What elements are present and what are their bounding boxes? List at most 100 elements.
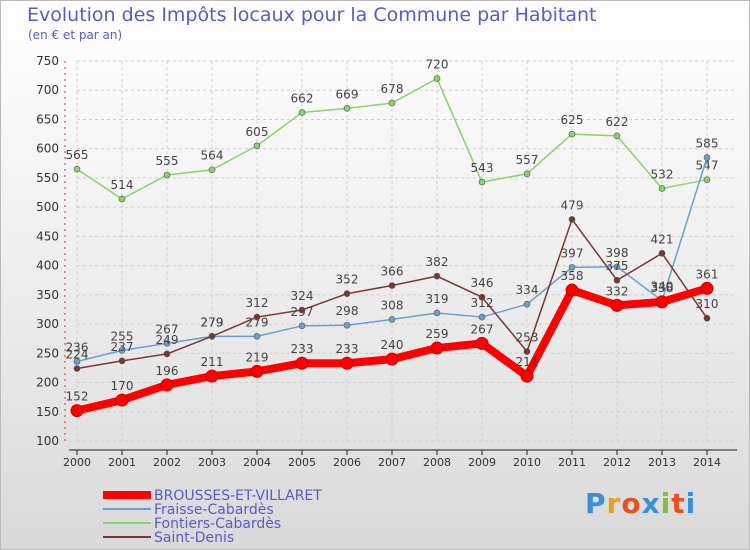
point-saint-denis-2006: [343, 290, 351, 297]
logo-letter: o: [621, 487, 642, 520]
y-tick-label-100: 100: [36, 434, 59, 448]
point-fontiers-cabard-s-2014: [703, 176, 711, 183]
point-fontiers-cabard-s-2006: [343, 105, 351, 112]
data-label-saint-denis-2005: 324: [291, 289, 314, 303]
point-saint-denis-2014: [703, 314, 711, 322]
data-label-brousses-et-villaret-2011: 358: [561, 269, 584, 283]
data-label-brousses-et-villaret-2012: 332: [606, 284, 629, 298]
point-fraisse-cabard-s-2005: [298, 322, 306, 330]
y-tick-label-150: 150: [36, 405, 59, 419]
y-tick-label-400: 400: [36, 259, 59, 273]
point-brousses-et-villaret-2000: [70, 404, 84, 418]
data-label-fraisse-cabard-s-2009: 312: [471, 296, 494, 310]
point-saint-denis-2007: [388, 282, 396, 289]
point-saint-denis-2003: [208, 333, 216, 340]
data-label-saint-denis-2010: 253: [516, 331, 539, 345]
data-label-saint-denis-2014: 310: [696, 297, 719, 311]
data-label-brousses-et-villaret-2001: 170: [111, 379, 134, 393]
legend-label-brousses-et-villaret: BROUSSES-ET-VILLARET: [154, 488, 322, 504]
legend-label-fontiers-cabard-s: Fontiers-Cabardès: [154, 516, 281, 532]
point-fontiers-cabard-s-2010: [523, 170, 531, 178]
data-label-saint-denis-2002: 249: [156, 333, 179, 347]
point-fraisse-cabard-s-2014: [703, 154, 711, 161]
series-fontiers-cabard-s: 565 514 555 564 605 662 669 678 720 543 557 625 622 5…: [66, 58, 719, 203]
logo-letter: r: [606, 487, 622, 520]
data-label-saint-denis-2006: 352: [336, 273, 359, 287]
point-saint-denis-2001: [118, 357, 126, 365]
data-label-saint-denis-2013: 421: [651, 232, 674, 246]
point-fraisse-cabard-s-2000: [73, 358, 81, 365]
data-label-saint-denis-2000: 224: [66, 348, 89, 362]
data-label-fontiers-cabard-s-2011: 625: [561, 113, 584, 127]
data-label-brousses-et-villaret-2006: 233: [336, 342, 359, 356]
data-label-fontiers-cabard-s-2003: 564: [201, 149, 224, 163]
data-label-brousses-et-villaret-2014: 361: [696, 267, 719, 281]
x-tick-label-2001: 2001: [108, 456, 136, 469]
x-tick-label-2002: 2002: [153, 456, 181, 469]
x-tick-label-2006: 2006: [333, 456, 361, 469]
data-label-fraisse-cabard-s-2010: 334: [516, 283, 539, 297]
data-label-saint-denis-2008: 382: [426, 255, 449, 269]
point-saint-denis-2013: [658, 250, 666, 257]
data-label-fraisse-cabard-s-2000: 236: [66, 340, 89, 354]
data-label-fontiers-cabard-s-2014: 547: [696, 159, 719, 173]
point-saint-denis-2011: [568, 216, 576, 223]
x-tick-label-2009: 2009: [468, 456, 496, 469]
point-brousses-et-villaret-2014: [700, 281, 714, 295]
data-label-brousses-et-villaret-2010: 211: [516, 355, 539, 369]
data-label-fontiers-cabard-s-2004: 605: [246, 125, 269, 139]
x-tick-label-2014: 2014: [693, 456, 721, 469]
point-brousses-et-villaret-2008: [430, 341, 444, 355]
x-tick-label-2003: 2003: [198, 456, 226, 469]
point-saint-denis-2010: [523, 348, 531, 355]
data-label-fontiers-cabard-s-2010: 557: [516, 153, 539, 167]
point-brousses-et-villaret-2013: [655, 295, 669, 309]
logo-letter: P: [585, 487, 607, 520]
data-label-fraisse-cabard-s-2003: 279: [201, 315, 224, 329]
point-fontiers-cabard-s-2004: [253, 142, 261, 150]
y-tick-label-650: 650: [36, 112, 59, 126]
data-label-fraisse-cabard-s-2008: 319: [426, 292, 449, 306]
x-tick-label-2004: 2004: [243, 456, 271, 469]
point-fraisse-cabard-s-2007: [388, 316, 396, 323]
data-label-fontiers-cabard-s-2006: 669: [336, 87, 359, 101]
data-label-brousses-et-villaret-2000: 152: [66, 390, 89, 404]
data-label-brousses-et-villaret-2013: 338: [651, 281, 674, 295]
point-fontiers-cabard-s-2003: [208, 166, 216, 174]
series-fraisse-cabard-s: 2362552672792792972983083193123343973983…: [66, 136, 718, 365]
data-label-fontiers-cabard-s-2007: 678: [381, 82, 404, 96]
data-label-brousses-et-villaret-2008: 259: [426, 327, 449, 341]
x-tick-label-2011: 2011: [558, 456, 586, 469]
data-label-saint-denis-2012: 375: [606, 259, 629, 273]
x-tick-label-2013: 2013: [648, 456, 676, 469]
data-label-fontiers-cabard-s-2000: 565: [66, 148, 89, 162]
y-tick-label-550: 550: [36, 171, 59, 185]
point-brousses-et-villaret-2011: [565, 283, 579, 297]
logo-letter: i: [685, 487, 697, 520]
point-brousses-et-villaret-2001: [115, 393, 129, 407]
data-label-saint-denis-2007: 366: [381, 264, 404, 278]
data-label-saint-denis-2001: 237: [111, 340, 134, 354]
y-tick-label-250: 250: [36, 346, 59, 360]
data-label-saint-denis-2009: 346: [471, 276, 494, 290]
point-fontiers-cabard-s-2002: [163, 171, 171, 179]
data-label-fraisse-cabard-s-2006: 298: [336, 304, 359, 318]
y-tick-label-450: 450: [36, 229, 59, 243]
point-saint-denis-2009: [478, 293, 486, 301]
data-label-fraisse-cabard-s-2001: 255: [111, 329, 134, 343]
data-label-fontiers-cabard-s-2013: 532: [651, 167, 674, 181]
series-line-fontiers-cabard-s: [76, 77, 708, 200]
data-label-brousses-et-villaret-2002: 196: [156, 364, 179, 378]
series-brousses-et-villaret: 152 170 196 211 219 233 233 240 259 267 211 358 332 3…: [66, 267, 719, 418]
point-fontiers-cabard-s-2013: [658, 185, 666, 192]
data-label-brousses-et-villaret-2009: 267: [471, 322, 494, 336]
logo-letter: x: [641, 487, 661, 520]
point-fontiers-cabard-s-2011: [568, 130, 576, 138]
point-fontiers-cabard-s-2005: [298, 109, 306, 116]
point-brousses-et-villaret-2003: [205, 369, 219, 383]
y-tick-label-700: 700: [36, 83, 59, 97]
y-tick-label-300: 300: [36, 317, 59, 331]
point-fontiers-cabard-s-2012: [613, 132, 621, 140]
data-label-fraisse-cabard-s-2011: 397: [561, 246, 584, 260]
x-tick-label-2012: 2012: [603, 456, 631, 469]
